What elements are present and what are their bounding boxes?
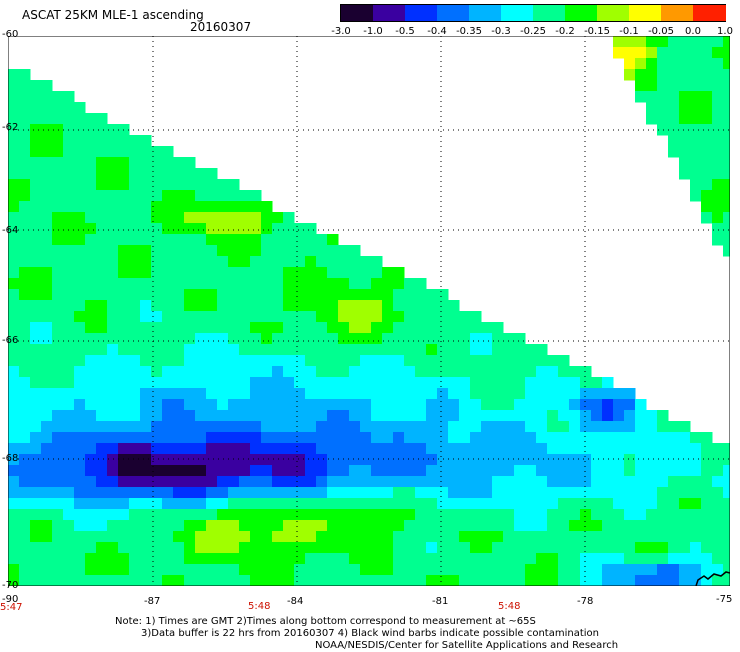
grid-lines [8,36,730,586]
colorbar-segment [661,5,694,21]
colorbar-label: -0.5 [395,26,415,37]
colorbar-label: 0.0 [685,26,701,37]
colorbar-label: 1.0 [717,26,733,37]
lon-label-90: -90 [2,594,19,605]
colorbar-segment [693,5,726,21]
colorbar-segment [501,5,534,21]
colorbar-label: -0.35 [456,26,482,37]
time-label: 5:48 [498,601,521,612]
map-date: 20160307 [190,20,252,34]
lat-label-62: -62 [2,122,19,133]
lat-label-68: -68 [2,453,19,464]
colorbar-label: -1.0 [363,26,383,37]
colorbar-label: -0.25 [520,26,546,37]
time-label: 5:48 [248,601,271,612]
colorbar-label: -0.1 [619,26,639,37]
note-line-1: Note: 1) Times are GMT 2)Times along bot… [115,616,536,627]
map-title: ASCAT 25KM MLE-1 ascending [22,8,204,22]
colorbar [340,4,726,22]
coastline [695,571,730,586]
colorbar-segment [469,5,502,21]
lon-label-81: -81 [432,596,449,607]
colorbar-label: -0.4 [427,26,447,37]
note-line-2: 3)Data buffer is 22 hrs from 20160307 4)… [141,628,599,639]
colorbar-segment [437,5,470,21]
lon-label-84: -84 [287,596,304,607]
colorbar-label: -3.0 [331,26,351,37]
lon-label-78: -78 [577,596,594,607]
lon-label-87: -87 [144,596,161,607]
colorbar-segment [341,5,374,21]
lat-label-70: -70 [2,580,19,591]
lat-label-60: -60 [2,29,19,40]
lat-label-66: -66 [2,335,19,346]
colorbar-label: -0.05 [648,26,674,37]
colorbar-segment [565,5,598,21]
colorbar-label: -0.15 [584,26,610,37]
colorbar-segment [373,5,406,21]
note-line-3: NOAA/NESDIS/Center for Satellite Applica… [315,640,619,651]
map-plot [8,36,730,586]
time-label: 5:47 [0,602,23,613]
colorbar-segment [629,5,662,21]
lat-label-64: -64 [2,225,19,236]
colorbar-label: -0.2 [555,26,575,37]
colorbar-segment [533,5,566,21]
colorbar-segment [597,5,630,21]
colorbar-segment [405,5,438,21]
colorbar-label: -0.3 [491,26,511,37]
wind-field [8,36,730,586]
lon-label-75: -75 [716,594,733,605]
